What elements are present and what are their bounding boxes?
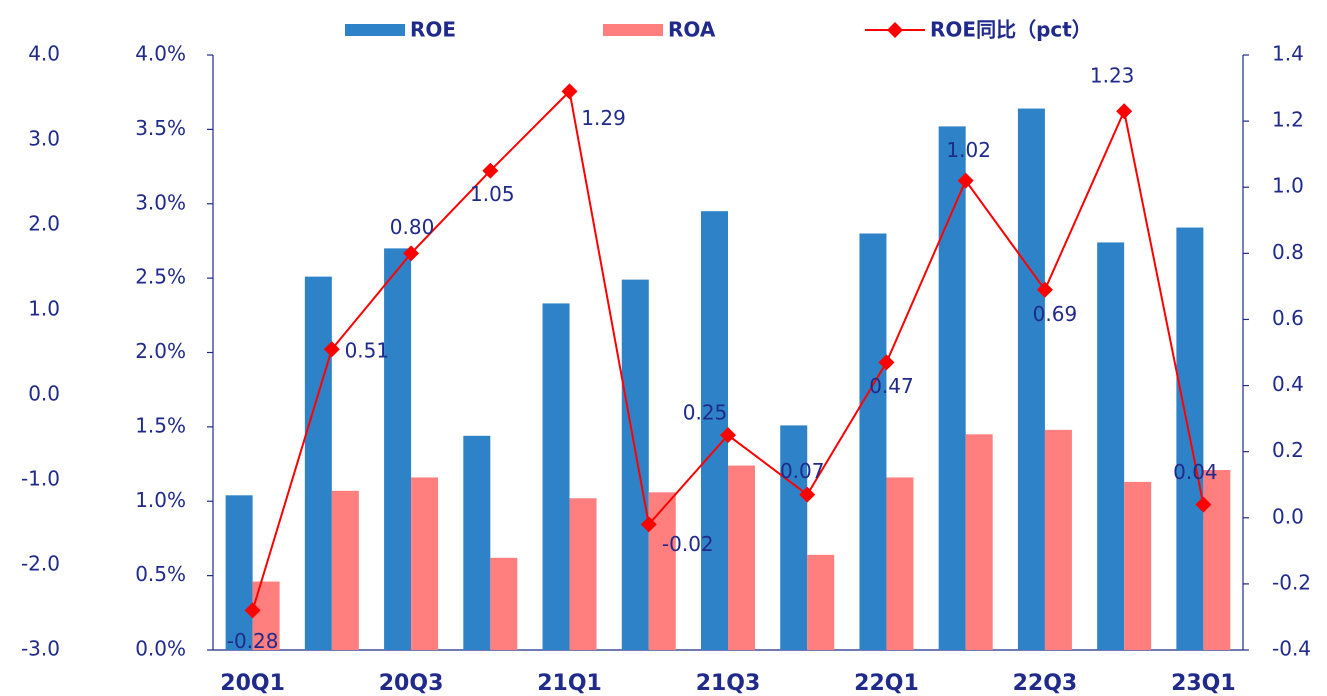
data-label: 0.80 [390, 215, 435, 239]
bar [411, 477, 439, 650]
legend-swatch [603, 24, 663, 36]
data-label: -0.02 [662, 532, 714, 556]
y2ticks-label: 0.4 [1272, 372, 1304, 396]
legend-label: ROE同比（pct） [930, 18, 1092, 42]
bar [886, 477, 914, 650]
y3ticks-label: 3.0 [28, 127, 60, 151]
bar [225, 495, 253, 650]
bar [1044, 429, 1072, 650]
y3ticks-label: 0.0 [28, 382, 60, 406]
x-tick-label: 22Q3 [1013, 671, 1078, 696]
data-label: 0.07 [780, 459, 825, 483]
yticks-label: 2.0% [135, 339, 186, 363]
marker [1116, 103, 1133, 120]
yticks-label: 4.0% [135, 42, 186, 66]
bar [1017, 108, 1045, 651]
marker [403, 245, 420, 262]
y3ticks-label: -2.0 [21, 552, 60, 576]
x-tick-label: 21Q3 [696, 671, 761, 696]
bar [1124, 481, 1152, 650]
marker [957, 172, 974, 189]
bar [648, 492, 676, 650]
data-label: 1.02 [946, 138, 991, 162]
marker [878, 354, 895, 371]
y2ticks-label: -0.4 [1272, 637, 1311, 661]
bar [701, 211, 728, 650]
marker [640, 516, 657, 533]
yticks-label: 2.5% [135, 265, 186, 289]
yticks-label: 0.0% [135, 637, 186, 661]
yticks-label: 1.5% [135, 413, 186, 437]
y3ticks-label: -3.0 [21, 637, 60, 661]
data-label: 1.23 [1090, 64, 1135, 88]
x-tick-label: 20Q1 [220, 671, 285, 696]
x-tick-label: 20Q3 [379, 671, 444, 696]
legend-label: ROA [668, 18, 716, 42]
y3ticks-label: 4.0 [28, 42, 60, 66]
data-label: 0.04 [1173, 460, 1218, 484]
marker [244, 602, 261, 619]
data-label: 1.29 [581, 106, 626, 130]
bar [490, 557, 518, 650]
y2ticks-label: 0.6 [1272, 306, 1304, 330]
legend-label: ROE [410, 18, 456, 42]
marker [799, 486, 816, 503]
marker [1195, 496, 1212, 513]
bar [542, 303, 570, 650]
bar [965, 434, 993, 650]
marker [561, 83, 578, 100]
yticks-label: 1.0% [135, 488, 186, 512]
bar [304, 276, 332, 650]
bar [569, 498, 597, 650]
x-tick-label: 21Q1 [537, 671, 602, 696]
y3ticks-label: -1.0 [21, 467, 60, 491]
y2ticks-label: -0.2 [1272, 570, 1311, 594]
bar [807, 554, 835, 650]
y2ticks-label: 1.4 [1272, 42, 1304, 66]
marker [482, 162, 499, 179]
bar [1203, 470, 1231, 650]
data-label: 1.05 [470, 182, 515, 206]
yticks-label: 3.0% [135, 190, 186, 214]
data-label: 0.51 [345, 339, 390, 363]
y2ticks-label: 1.0 [1272, 174, 1304, 198]
bar [384, 248, 412, 650]
data-label: 0.25 [683, 401, 728, 425]
bar [331, 490, 359, 650]
bar [621, 279, 649, 650]
y2ticks-label: 0.8 [1272, 240, 1304, 264]
y2ticks-label: 0.2 [1272, 438, 1304, 462]
bar [780, 425, 808, 650]
bar [859, 233, 887, 650]
data-label: 0.69 [1033, 302, 1078, 326]
bar [1097, 242, 1125, 651]
bar [463, 435, 491, 650]
x-tick-label: 23Q1 [1171, 671, 1236, 696]
y2ticks-label: 1.2 [1272, 108, 1304, 132]
legend-marker [887, 22, 903, 38]
yticks-label: 3.5% [135, 116, 186, 140]
x-tick-label: 22Q1 [854, 671, 919, 696]
bar [728, 465, 755, 650]
data-label: 0.47 [869, 374, 914, 398]
yticks-label: 0.5% [135, 562, 186, 586]
legend-swatch [345, 24, 405, 36]
marker [323, 341, 340, 358]
y3ticks-label: 1.0 [28, 297, 60, 321]
data-label: -0.28 [227, 629, 279, 653]
y3ticks-label: 2.0 [28, 212, 60, 236]
marker [1036, 281, 1053, 298]
bar [938, 126, 966, 650]
marker [720, 427, 736, 444]
y2ticks-label: 0.0 [1272, 504, 1304, 528]
